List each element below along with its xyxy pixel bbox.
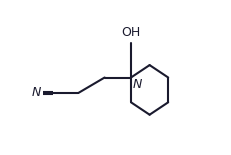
Text: N: N [133, 78, 142, 91]
Text: N: N [32, 86, 41, 100]
Text: OH: OH [121, 26, 141, 39]
